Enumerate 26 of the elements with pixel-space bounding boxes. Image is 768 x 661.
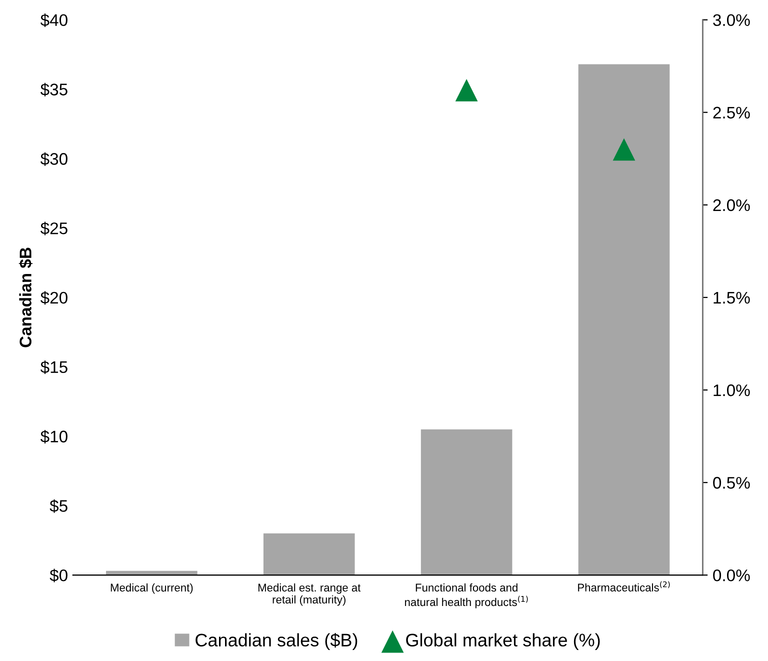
bar [420, 429, 512, 576]
y2-tick-label: 0.0% [713, 569, 750, 582]
y-tick-label: $0 [50, 568, 68, 582]
y-tick-label: $30 [40, 152, 68, 166]
y2-tick-label: 0.5% [713, 476, 750, 489]
y-tick-label: $5 [50, 499, 68, 513]
y-tick-label: $35 [40, 82, 68, 96]
y2-tick-label: 2.0% [713, 199, 750, 212]
y-tick-label: $25 [40, 222, 68, 236]
bar [263, 533, 355, 576]
x-tick-label: Functional foods and natural health products$^{(1)}$ [405, 583, 528, 608]
x-tick-label: Medical est. range at retail (maturity) [258, 583, 361, 606]
y-tick-label: $40 [40, 14, 68, 28]
y2-tick-label: 1.0% [714, 384, 750, 396]
y-tick-label: $10 [40, 430, 68, 444]
y-tick-label: $15 [40, 360, 68, 374]
bar [578, 64, 670, 576]
y2-tick-label: 3.0% [713, 14, 750, 26]
x-tick-label: Medical (current) [110, 583, 193, 594]
legend-label: Canadian sales ($B) [196, 632, 358, 650]
y2-tick-label: 1.5% [714, 292, 750, 304]
legend-label: Global market share (%) [406, 633, 600, 650]
x-tick-label: Pharmaceuticals$^{(2)}$ [578, 581, 670, 592]
y2-tick-label: 2.5% [713, 106, 750, 119]
y-axis-title: Canadian $B [18, 248, 33, 348]
y-tick-label: $20 [40, 291, 68, 305]
